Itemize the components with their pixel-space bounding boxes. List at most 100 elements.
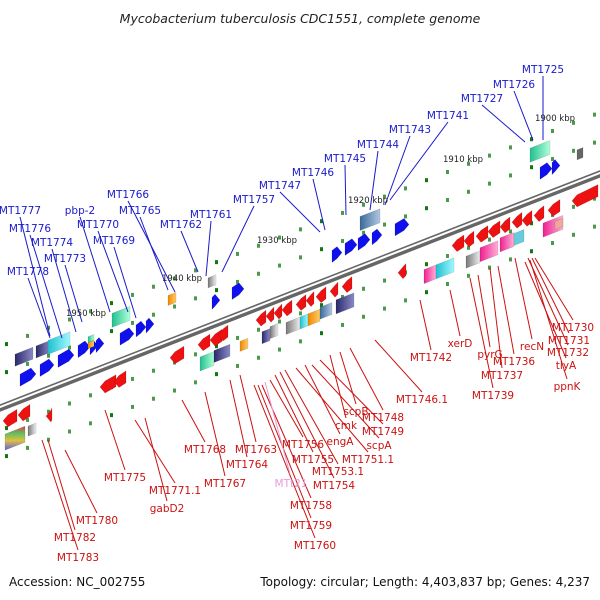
gene-label[interactable]: MT1761 bbox=[190, 209, 232, 221]
gene-label[interactable]: tlyA bbox=[556, 360, 577, 372]
gene-label[interactable]: MT1748 bbox=[362, 412, 404, 424]
rna-gene-label[interactable]: MTt21 bbox=[275, 478, 308, 490]
minus-strand-gene[interactable] bbox=[255, 309, 267, 327]
gene-box[interactable] bbox=[576, 147, 584, 161]
plus-strand-gene[interactable] bbox=[19, 367, 37, 387]
minus-strand-gene[interactable] bbox=[295, 294, 307, 311]
plus-strand-gene[interactable] bbox=[344, 238, 358, 256]
minus-strand-gene[interactable] bbox=[571, 184, 599, 208]
gene-box[interactable] bbox=[499, 232, 515, 253]
gene-label[interactable]: MT1765 bbox=[119, 205, 161, 217]
minus-strand-gene[interactable] bbox=[475, 225, 489, 243]
gene-label[interactable]: MT1760 bbox=[294, 540, 336, 552]
minus-strand-gene[interactable] bbox=[169, 345, 185, 365]
gene-label[interactable]: MT1782 bbox=[54, 532, 96, 544]
gene-label[interactable]: MT1754 bbox=[313, 480, 356, 492]
gene-label[interactable]: MT1731 bbox=[548, 335, 590, 347]
gene-box[interactable] bbox=[465, 250, 481, 269]
gene-label[interactable]: MT1780 bbox=[76, 515, 118, 527]
minus-strand-gene[interactable] bbox=[547, 199, 561, 217]
gene-label[interactable]: MT1766 bbox=[107, 189, 150, 201]
gene-label[interactable]: MT1736 bbox=[493, 356, 536, 368]
gene-box[interactable] bbox=[14, 346, 34, 367]
plus-strand-gene[interactable] bbox=[77, 340, 91, 359]
gene-box[interactable] bbox=[213, 343, 231, 363]
gene-label[interactable]: MT1727 bbox=[461, 93, 503, 105]
minus-strand-gene[interactable] bbox=[2, 408, 18, 428]
gene-label[interactable]: engA bbox=[327, 436, 355, 448]
gene-label[interactable]: MT1769 bbox=[93, 235, 135, 247]
minus-strand-gene[interactable] bbox=[397, 262, 407, 280]
gene-labels[interactable]: MT1725 MT1726 MT1727 MT1741 MT1743 MT1744 MT17… bbox=[0, 64, 594, 564]
gene-label[interactable]: MT1749 bbox=[362, 426, 404, 438]
gene-label[interactable]: scpB bbox=[343, 406, 368, 418]
minus-strand-gene[interactable] bbox=[341, 276, 353, 293]
gene-label[interactable]: MT1777 bbox=[0, 205, 41, 217]
plus-strand-gene[interactable] bbox=[135, 320, 147, 338]
gene-box[interactable] bbox=[335, 292, 355, 315]
minus-strand-gene[interactable] bbox=[499, 216, 511, 234]
gene-label[interactable]: MT1746 bbox=[292, 167, 335, 179]
minus-strand-gene[interactable] bbox=[197, 333, 211, 352]
plus-strand-gene[interactable] bbox=[394, 218, 410, 237]
gene-label[interactable]: scpA bbox=[366, 440, 392, 452]
plus-strand-gene[interactable] bbox=[57, 348, 75, 368]
gene-label[interactable]: MT1759 bbox=[290, 520, 332, 532]
gene-box[interactable] bbox=[299, 313, 309, 330]
minus-strand-gene[interactable] bbox=[305, 290, 315, 308]
gene-label[interactable]: MT1770 bbox=[77, 219, 119, 231]
minus-strand-gene[interactable] bbox=[451, 234, 465, 252]
minus-strand-gene[interactable] bbox=[487, 220, 501, 238]
gene-label[interactable]: MT1773 bbox=[44, 253, 86, 265]
gene-box[interactable] bbox=[4, 425, 26, 451]
gene-label[interactable]: MT1753.1 bbox=[312, 466, 364, 478]
gene-box[interactable] bbox=[111, 305, 131, 328]
gene-label[interactable]: ppnK bbox=[554, 381, 582, 393]
minus-strand-gene[interactable] bbox=[533, 205, 545, 223]
plus-strand-gene[interactable] bbox=[331, 246, 343, 264]
gene-label[interactable]: MT1743 bbox=[389, 124, 431, 136]
gene-box[interactable] bbox=[513, 229, 525, 246]
plus-strand-gene[interactable] bbox=[211, 293, 221, 310]
minus-strand-gene[interactable] bbox=[113, 370, 127, 388]
gene-label[interactable]: MT1756 bbox=[282, 439, 325, 451]
gene-label[interactable]: MT1783 bbox=[57, 552, 99, 564]
gene-label[interactable]: MT1725 bbox=[522, 64, 564, 76]
plus-strand-gene[interactable] bbox=[119, 327, 135, 346]
gene-label[interactable]: MT1745 bbox=[324, 153, 366, 165]
gene-box[interactable] bbox=[261, 328, 271, 345]
gene-features[interactable] bbox=[2, 140, 599, 451]
minus-strand-gene[interactable] bbox=[315, 286, 327, 304]
gene-box[interactable] bbox=[47, 331, 71, 355]
plus-strand-gene[interactable] bbox=[371, 228, 383, 246]
minus-strand-gene[interactable] bbox=[329, 281, 339, 298]
gene-label[interactable]: MT1775 bbox=[104, 472, 146, 484]
gene-label[interactable]: MT1751.1 bbox=[342, 454, 394, 466]
gene-box[interactable] bbox=[359, 208, 381, 231]
gene-box[interactable] bbox=[319, 302, 333, 320]
minus-strand-gene[interactable] bbox=[217, 324, 229, 342]
minus-strand-gene[interactable] bbox=[521, 209, 533, 227]
gene-label[interactable]: MT1757 bbox=[233, 194, 275, 206]
gene-label[interactable]: MT1746.1 bbox=[396, 394, 448, 406]
minus-strand-gene[interactable] bbox=[17, 403, 31, 422]
gene-label[interactable]: MT1767 bbox=[204, 478, 246, 490]
gene-label[interactable]: pyrG bbox=[477, 349, 502, 361]
plus-strand-gene[interactable] bbox=[357, 233, 371, 251]
gene-box[interactable] bbox=[239, 337, 249, 352]
gene-label[interactable]: MT1771.1 bbox=[149, 485, 201, 497]
gene-label[interactable]: MT1762 bbox=[160, 219, 202, 231]
gene-label[interactable]: MT1755 bbox=[292, 454, 334, 466]
gene-label[interactable]: MT1776 bbox=[9, 223, 52, 235]
gene-box[interactable] bbox=[554, 217, 564, 230]
gene-box[interactable] bbox=[529, 140, 551, 163]
minus-strand-gene[interactable] bbox=[45, 407, 53, 423]
gene-box[interactable] bbox=[87, 340, 95, 350]
plus-strand-gene[interactable] bbox=[539, 162, 553, 180]
gene-label[interactable]: MT1742 bbox=[410, 352, 452, 364]
gene-label[interactable]: cmk bbox=[335, 420, 358, 432]
gene-box[interactable] bbox=[167, 292, 177, 306]
gene-label[interactable]: MT1739 bbox=[472, 390, 514, 402]
minus-strand-gene[interactable] bbox=[511, 211, 523, 229]
gene-box[interactable] bbox=[307, 308, 321, 327]
